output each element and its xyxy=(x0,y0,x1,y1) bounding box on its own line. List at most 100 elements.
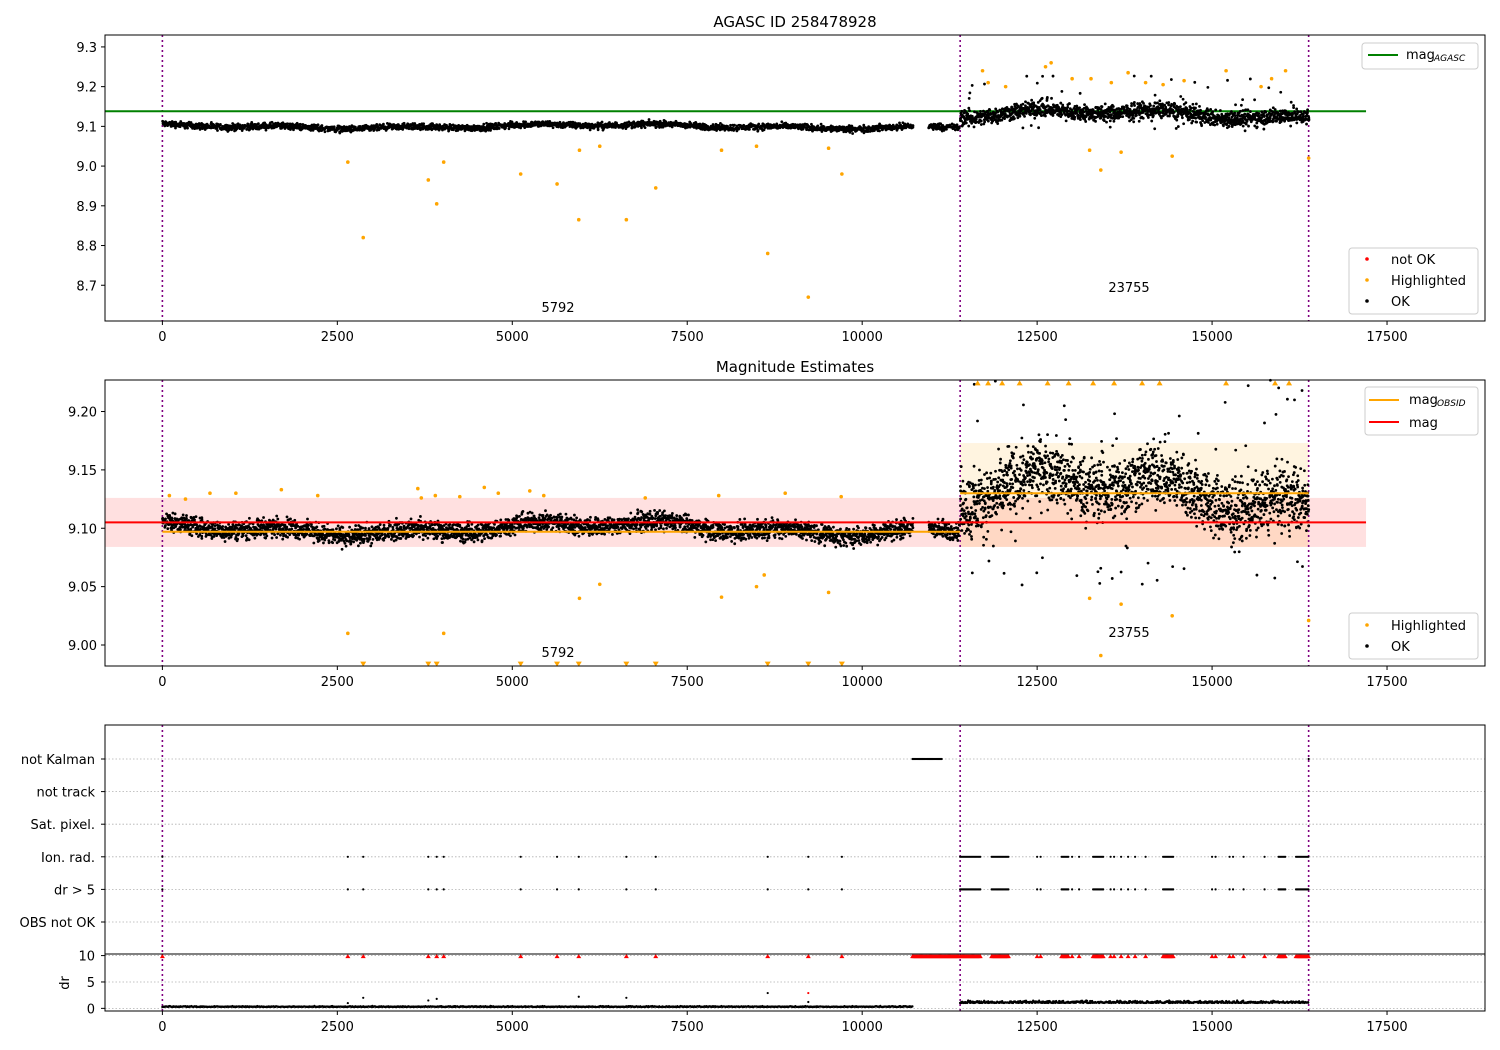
ok-point xyxy=(1078,91,1082,95)
ok-point xyxy=(1191,102,1195,106)
ok-point xyxy=(866,130,870,133)
highlighted-point xyxy=(1283,68,1288,73)
ok-point xyxy=(960,109,964,113)
ok-point xyxy=(200,536,204,540)
ok-point xyxy=(399,537,403,540)
ok-point xyxy=(185,516,188,520)
ok-point xyxy=(1029,113,1032,117)
ok-point xyxy=(1018,114,1022,118)
ok-point xyxy=(189,527,193,531)
ok-point xyxy=(298,122,302,126)
highlighted-point xyxy=(1070,76,1074,81)
panel1-legend-top: mag AGASC xyxy=(1361,42,1479,70)
ok-point xyxy=(964,121,968,125)
ok-point xyxy=(979,123,983,126)
ok-point xyxy=(1184,101,1188,105)
ok-point xyxy=(1215,122,1219,126)
ok-point xyxy=(1094,119,1097,123)
ok-point xyxy=(418,535,421,539)
ok-point xyxy=(1243,112,1247,116)
ok-point xyxy=(173,512,177,516)
ok-point xyxy=(323,538,327,542)
highlighted-point xyxy=(1087,148,1092,152)
ok-point xyxy=(1210,111,1214,115)
panel1-title: AGASC ID 258478928 xyxy=(713,13,876,31)
ok-point xyxy=(307,523,310,527)
highlighted-point xyxy=(806,295,811,299)
y-tick-label: 9.0 xyxy=(76,160,97,175)
ok-point xyxy=(385,121,389,125)
ok-point xyxy=(1226,78,1229,82)
ok-point xyxy=(215,126,219,130)
highlighted-point xyxy=(426,178,431,182)
ok-point xyxy=(1078,106,1082,110)
panel1-obsid-5792: 5792 xyxy=(541,301,574,316)
ok-point xyxy=(1144,104,1147,108)
ok-point xyxy=(362,537,366,541)
ok-point xyxy=(363,127,366,131)
ok-point xyxy=(996,110,1000,114)
ok-point xyxy=(1194,106,1197,110)
ok-point xyxy=(987,107,991,111)
x-tick-label: 0 xyxy=(158,330,166,345)
ok-point xyxy=(851,132,855,135)
ok-point xyxy=(1295,107,1299,111)
ok-point xyxy=(422,122,426,126)
x-tick-label: 7500 xyxy=(671,330,704,345)
highlighted-point xyxy=(346,160,350,164)
y-tick-label: 8.7 xyxy=(76,279,97,294)
ok-point xyxy=(1050,96,1053,100)
ok-point xyxy=(1108,119,1112,123)
ok-point xyxy=(1023,114,1026,118)
ok-point xyxy=(819,122,823,126)
highlighted-point xyxy=(754,144,759,149)
ok-point xyxy=(911,126,915,129)
ok-point xyxy=(1271,120,1275,124)
ok-point xyxy=(340,547,344,551)
ok-point xyxy=(275,514,279,518)
ok-point xyxy=(200,517,204,521)
ok-point xyxy=(262,516,265,519)
highlighted-point xyxy=(1109,80,1114,85)
ok-point xyxy=(489,128,492,132)
ok-point xyxy=(1108,125,1112,129)
ok-point xyxy=(737,127,741,131)
ok-point xyxy=(983,120,987,124)
ok-point xyxy=(428,532,432,536)
ok-point xyxy=(209,121,213,124)
ok-point xyxy=(1059,111,1063,115)
ok-point xyxy=(253,536,257,540)
ok-point xyxy=(288,533,292,537)
panel1-legend-ok: OK xyxy=(1391,295,1410,310)
ok-point xyxy=(983,82,986,86)
ok-point xyxy=(1146,116,1150,119)
ok-point xyxy=(248,516,251,520)
ok-point xyxy=(421,538,425,542)
ok-point xyxy=(1068,102,1071,106)
ok-point xyxy=(353,125,357,129)
ok-point xyxy=(1272,110,1276,114)
ok-point xyxy=(186,126,189,130)
ok-point xyxy=(273,533,276,537)
ok-point xyxy=(1289,124,1293,128)
ok-point xyxy=(1306,108,1309,112)
ok-point xyxy=(1199,122,1203,126)
ok-point xyxy=(1248,110,1252,113)
highlighted-point xyxy=(1003,84,1008,89)
x-tick-label: 15000 xyxy=(1191,330,1232,345)
ok-point xyxy=(163,524,167,527)
highlighted-point xyxy=(1089,76,1093,81)
ok-point xyxy=(223,540,227,543)
ok-point xyxy=(255,528,259,531)
ok-point xyxy=(286,122,290,126)
highlighted-point xyxy=(840,172,844,176)
ok-point xyxy=(1135,113,1138,117)
ok-point xyxy=(359,541,362,545)
ok-point xyxy=(953,128,957,132)
ok-point xyxy=(302,528,306,531)
ok-point xyxy=(1167,101,1171,104)
ok-point xyxy=(1173,102,1177,106)
ok-point xyxy=(1206,109,1210,112)
y-tick-label: 9.2 xyxy=(76,81,97,96)
ok-point xyxy=(1196,116,1200,119)
